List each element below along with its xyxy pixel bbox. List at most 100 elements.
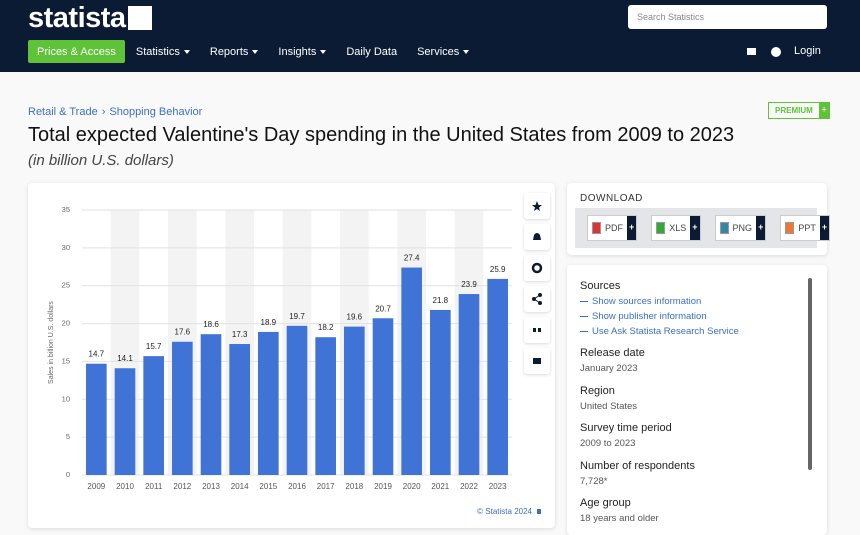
x-tick-label: 2018 bbox=[345, 482, 363, 491]
nav-label: Prices & Access bbox=[37, 45, 116, 58]
nav-item[interactable]: Insights bbox=[269, 40, 335, 63]
link-arrow bbox=[580, 330, 588, 333]
field-label: Age group bbox=[580, 497, 631, 509]
file-icon bbox=[592, 222, 601, 234]
scrollbar[interactable] bbox=[808, 278, 812, 470]
nav-label: Services bbox=[417, 45, 460, 58]
favorite-button[interactable] bbox=[524, 193, 550, 219]
dropdown-caret bbox=[183, 49, 190, 54]
data-label: 21.8 bbox=[433, 296, 449, 305]
bar bbox=[229, 344, 250, 475]
x-tick-label: 2020 bbox=[403, 482, 421, 491]
x-tick-label: 2017 bbox=[317, 482, 335, 491]
nav-label: Statistics bbox=[135, 45, 180, 58]
data-label: 14.7 bbox=[89, 350, 105, 359]
y-tick-label: 20 bbox=[62, 319, 70, 328]
link-text: Use Ask Statista Research Service bbox=[592, 326, 739, 337]
bar bbox=[401, 267, 422, 475]
data-label: 15.7 bbox=[146, 342, 162, 351]
data-label: 18.6 bbox=[203, 320, 219, 329]
field-value: United States bbox=[580, 400, 638, 412]
nav-bar: Prices & Access Statistics Reports Insights… bbox=[28, 40, 480, 63]
data-label: 25.9 bbox=[490, 265, 506, 274]
details-card bbox=[567, 265, 827, 535]
cite-button[interactable] bbox=[524, 317, 550, 343]
share-button[interactable] bbox=[524, 286, 550, 312]
x-tick-label: 2023 bbox=[489, 482, 507, 491]
sources-heading: Sources bbox=[580, 280, 621, 292]
file-icon bbox=[785, 222, 795, 234]
x-tick-label: 2012 bbox=[173, 482, 191, 491]
x-tick-label: 2009 bbox=[87, 482, 105, 491]
alert-button[interactable] bbox=[524, 224, 550, 250]
link-text: Show publisher information bbox=[592, 311, 707, 322]
data-label: 18.2 bbox=[318, 323, 334, 332]
bar bbox=[315, 337, 336, 475]
field-label: Number of respondents bbox=[580, 459, 695, 472]
data-label: 18.9 bbox=[261, 318, 277, 327]
page-body: statista Search Statistics Prices & Acce… bbox=[0, 0, 860, 524]
format-plus: + bbox=[690, 216, 700, 240]
settings-button[interactable] bbox=[524, 255, 550, 281]
bar bbox=[286, 325, 308, 475]
breadcrumb-link[interactable]: Shopping Behavior bbox=[109, 106, 203, 118]
field-label: Survey time period bbox=[580, 422, 672, 434]
nav-item[interactable]: Daily Data bbox=[337, 40, 406, 63]
search-box[interactable]: Search Statistics bbox=[628, 5, 827, 29]
field-value: 18 years and older bbox=[580, 513, 659, 524]
download-button[interactable]: XLS + bbox=[651, 215, 701, 241]
y-tick-label: 30 bbox=[62, 243, 70, 252]
nav-label: Insights bbox=[278, 45, 317, 58]
format-label: PPT bbox=[798, 223, 816, 233]
file-icon bbox=[719, 222, 729, 234]
field-value: 7,728* bbox=[580, 475, 608, 487]
logo-mark bbox=[128, 6, 152, 30]
data-label: 23.9 bbox=[461, 280, 477, 289]
source-link[interactable]: Use Ask Statista Research Service bbox=[580, 326, 739, 337]
header-icons[interactable] bbox=[746, 46, 786, 58]
breadcrumb-link[interactable]: Retail & Trade bbox=[28, 106, 98, 118]
login-link[interactable]: Login bbox=[794, 45, 821, 57]
link-text: Show sources information bbox=[592, 296, 702, 307]
nav-item[interactable]: Reports bbox=[201, 40, 268, 63]
x-tick-label: 2013 bbox=[202, 482, 220, 491]
nav-label: Daily Data bbox=[346, 45, 398, 58]
source-link[interactable]: Show publisher information bbox=[580, 311, 707, 322]
format-label: XLS bbox=[669, 223, 687, 233]
download-button[interactable]: PDF + bbox=[587, 215, 638, 241]
bar bbox=[487, 278, 508, 475]
format-plus: + bbox=[756, 216, 766, 240]
x-tick-label: 2014 bbox=[231, 482, 249, 491]
link-arrow bbox=[580, 315, 588, 318]
y-tick-label: 0 bbox=[66, 470, 70, 479]
nav-item[interactable]: Statistics bbox=[127, 40, 199, 63]
chart-credit: © Statista 2024 bbox=[477, 507, 532, 516]
dropdown-caret bbox=[463, 49, 470, 54]
data-label: 19.7 bbox=[289, 312, 305, 321]
bar bbox=[344, 326, 365, 475]
breadcrumb-separator: › bbox=[101, 106, 106, 118]
field-label: Region bbox=[580, 384, 615, 397]
badge-label: PREMIUM bbox=[775, 106, 813, 115]
field-value: January 2023 bbox=[580, 363, 638, 374]
x-tick-label: 2011 bbox=[145, 482, 163, 491]
y-tick-label: 10 bbox=[62, 394, 70, 403]
format-label: PNG bbox=[732, 223, 753, 233]
x-tick-label: 2022 bbox=[460, 482, 478, 491]
page-subtitle: (in billion U.S. dollars) bbox=[28, 152, 174, 169]
nav-item[interactable]: Services bbox=[408, 40, 478, 63]
badge-plus: + bbox=[818, 103, 830, 118]
data-label: 19.6 bbox=[347, 313, 363, 322]
download-button[interactable]: PNG + bbox=[714, 215, 767, 241]
print-button[interactable] bbox=[524, 348, 550, 374]
x-tick-label: 2016 bbox=[288, 482, 306, 491]
nav-item[interactable]: Prices & Access bbox=[28, 40, 125, 63]
logo[interactable]: statista bbox=[28, 2, 126, 34]
source-link[interactable]: Show sources information bbox=[580, 296, 701, 307]
data-label: 14.1 bbox=[117, 354, 133, 363]
download-button[interactable]: PPT + bbox=[780, 215, 831, 241]
y-axis-title: Sales in billion U.S. dollars bbox=[48, 301, 55, 384]
data-label: 17.6 bbox=[175, 328, 191, 337]
field-value: 2009 to 2023 bbox=[580, 438, 636, 449]
x-tick-label: 2015 bbox=[259, 482, 277, 491]
